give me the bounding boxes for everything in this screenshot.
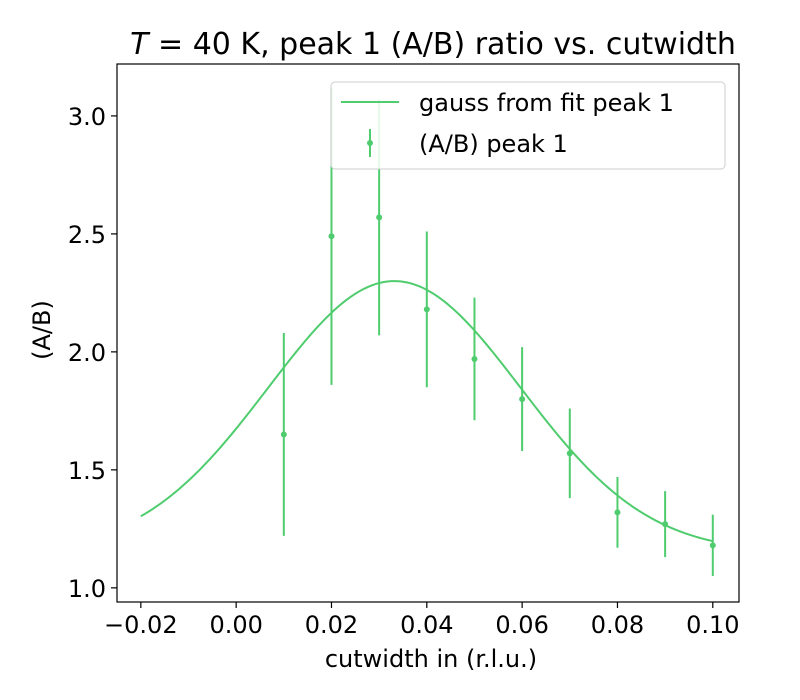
x-tick-label: 0.08 (591, 611, 644, 639)
y-tick-label: 1.5 (68, 457, 106, 485)
x-tick-label: 0.00 (209, 611, 262, 639)
x-axis-label: cutwidth in (r.l.u.) (325, 645, 537, 673)
y-tick-label: 2.5 (68, 221, 106, 249)
data-point (471, 355, 478, 362)
data-point (709, 542, 716, 549)
x-tick-label: 0.10 (686, 611, 739, 639)
x-tick-label: −0.02 (104, 611, 178, 639)
data-point (328, 233, 335, 240)
axes-frame (116, 63, 740, 603)
x-tick-label: 0.02 (305, 611, 358, 639)
plot-area (140, 87, 716, 577)
data-point (376, 214, 383, 221)
legend-box (330, 81, 726, 170)
data-point (614, 509, 621, 516)
x-tick-label: 0.06 (495, 611, 548, 639)
y-tick-label: 2.0 (68, 339, 106, 367)
data-point (280, 431, 287, 438)
legend-marker-swatch (367, 140, 373, 146)
chart-title-text: = 40 K, peak 1 (A/B) ratio vs. cutwidth (148, 27, 735, 62)
legend-label-fit: gauss from fit peak 1 (419, 89, 674, 117)
legend-label-data: (A/B) peak 1 (419, 130, 568, 158)
y-tick-label: 1.0 (68, 575, 106, 603)
x-axis: −0.02 0.00 0.02 0.04 0.06 0.08 0.10 (104, 602, 740, 639)
legend: gauss from fit peak 1 (A/B) peak 1 (330, 81, 726, 170)
data-point (423, 306, 430, 313)
data-points-layer (280, 87, 716, 577)
chart-title: T = 40 K, peak 1 (A/B) ratio vs. cutwidt… (130, 27, 736, 62)
y-axis-label: (A/B) (28, 300, 56, 360)
chart-title-symbol: T (130, 27, 151, 62)
data-point (519, 396, 526, 403)
data-point (566, 450, 573, 457)
y-tick-label: 3.0 (68, 103, 106, 131)
y-axis: 1.0 1.5 2.0 2.5 3.0 (68, 103, 117, 603)
x-tick-label: 0.04 (400, 611, 453, 639)
data-point (662, 521, 669, 528)
